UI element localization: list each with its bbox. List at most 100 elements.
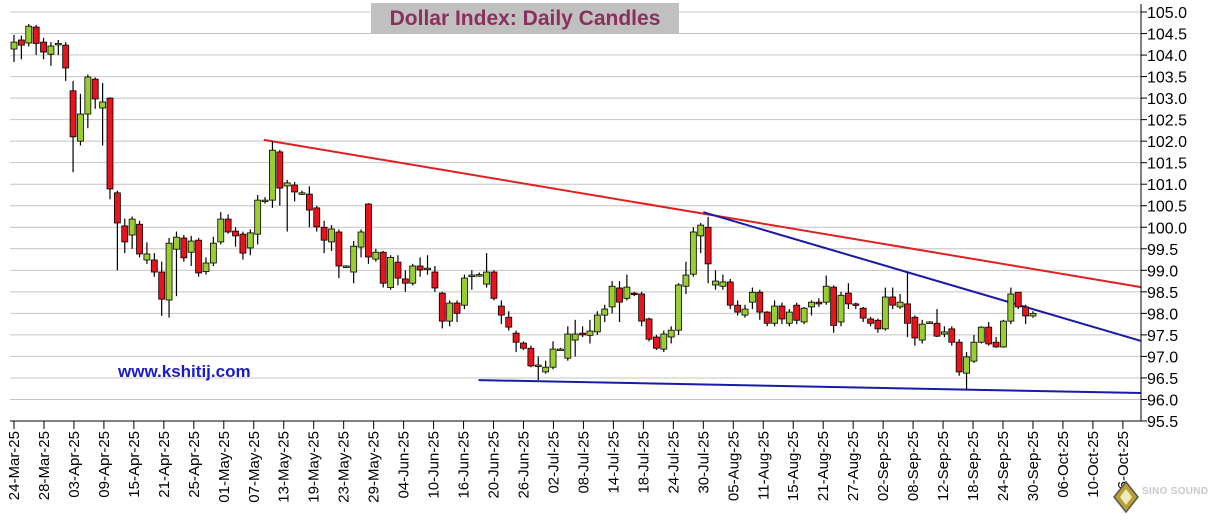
x-tick-label: 03-Apr-25	[66, 431, 83, 498]
x-tick-label: 02-Sep-25	[875, 431, 892, 501]
y-tick-label: 99.0	[1147, 263, 1178, 280]
candle-body	[357, 231, 365, 248]
candle-body	[793, 304, 801, 321]
y-tick-label: 103.0	[1147, 91, 1187, 108]
candle-body	[1000, 320, 1007, 348]
y-tick-label: 102.5	[1147, 113, 1187, 130]
candle-body	[601, 308, 609, 316]
candle-body	[719, 281, 727, 287]
candle-body	[387, 256, 394, 288]
x-tick-label: 10-Oct-25	[1085, 431, 1102, 498]
candle-body	[822, 285, 830, 303]
x-tick-label: 18-Jul-25	[635, 431, 652, 494]
trendline	[703, 211, 1142, 342]
candle-body	[239, 233, 247, 254]
candle-body	[416, 265, 424, 271]
candle-body	[712, 280, 719, 286]
candle-body	[246, 232, 254, 249]
candle-body	[992, 341, 1000, 348]
candle-body	[586, 330, 594, 336]
x-tick-label: 20-Jun-25	[486, 431, 503, 499]
candles	[10, 24, 1037, 391]
x-tick-label: 19-May-25	[306, 431, 323, 503]
candle-body	[446, 302, 454, 322]
trendline	[478, 379, 1142, 395]
candle-body	[675, 284, 682, 331]
candle-body	[616, 287, 623, 303]
y-tick-label: 100.5	[1147, 199, 1187, 216]
x-tick-label: 05-Aug-25	[725, 431, 742, 501]
candle-body	[859, 307, 867, 319]
candle-body	[10, 41, 18, 50]
x-tick-label: 11-Aug-25	[755, 431, 772, 500]
candle-body	[564, 333, 572, 359]
candle-body	[889, 296, 897, 306]
x-tick-label: 21-Apr-25	[156, 431, 173, 498]
x-tick-label: 29-May-25	[366, 431, 383, 503]
y-tick-label: 100.0	[1147, 220, 1187, 237]
candle-body	[852, 303, 860, 306]
y-tick-label: 101.0	[1147, 177, 1187, 194]
y-tick-label: 98.5	[1147, 285, 1178, 302]
candle-body	[653, 336, 660, 349]
x-tick-label: 26-Jun-25	[515, 431, 532, 499]
candle-body	[645, 318, 653, 340]
candle-body	[298, 192, 306, 195]
candle-body	[608, 285, 616, 308]
candle-body	[84, 76, 92, 115]
candle-body	[660, 333, 668, 350]
candle-body	[763, 311, 771, 324]
candle-body	[401, 278, 409, 284]
x-tick-label: 15-Apr-25	[126, 431, 143, 498]
x-tick-label: 30-Sep-25	[1025, 431, 1042, 501]
x-tick-label: 07-May-25	[246, 431, 263, 503]
candle-body	[896, 301, 904, 308]
candle-body	[328, 228, 335, 243]
x-tick-label: 01-May-25	[216, 431, 233, 503]
candle-body	[291, 184, 298, 193]
candle-body	[320, 226, 328, 241]
candle-body	[409, 265, 417, 284]
y-tick-label: 97.5	[1147, 328, 1178, 345]
x-tick-label: 24-Jul-25	[665, 431, 682, 494]
candle-body	[534, 364, 542, 367]
candle-body	[741, 308, 749, 316]
candle-body	[99, 101, 107, 109]
candle-body	[1029, 312, 1037, 317]
candle-body	[749, 291, 756, 303]
trendline	[263, 138, 1142, 289]
y-tick-label: 104.5	[1147, 27, 1187, 44]
x-tick-label: 18-Sep-25	[965, 431, 982, 501]
candle-body	[985, 326, 993, 345]
candle-body	[911, 316, 919, 339]
candle-body	[933, 322, 941, 337]
candle-body	[313, 207, 321, 228]
candle-body	[372, 251, 380, 260]
candle-body	[630, 292, 638, 296]
candle-body	[977, 326, 985, 343]
logo-text: SINO SOUND	[1142, 486, 1209, 497]
candle-body	[815, 301, 823, 305]
candle-body	[970, 341, 978, 362]
candle-body	[342, 265, 350, 268]
candle-body	[948, 328, 956, 343]
candle-body	[217, 218, 225, 243]
x-tick-label: 21-Aug-25	[815, 431, 832, 501]
candle-body	[121, 225, 129, 243]
y-tick-label: 104.0	[1147, 48, 1187, 65]
candle-body	[881, 296, 889, 330]
candle-body	[113, 192, 121, 224]
chart-title: Dollar Index: Daily Candles	[389, 6, 661, 30]
candle-body	[505, 316, 513, 328]
y-tick-label: 95.5	[1147, 414, 1178, 431]
candle-body	[475, 274, 483, 277]
candle-body	[512, 332, 520, 343]
candle-body	[734, 304, 742, 313]
candle-body	[638, 293, 646, 322]
candle-body	[335, 231, 343, 267]
candle-body	[704, 226, 712, 265]
candle-body	[726, 281, 734, 306]
x-tick-label: 24-Mar-25	[6, 431, 23, 500]
candle-body	[689, 231, 697, 275]
candle-body	[25, 25, 33, 44]
